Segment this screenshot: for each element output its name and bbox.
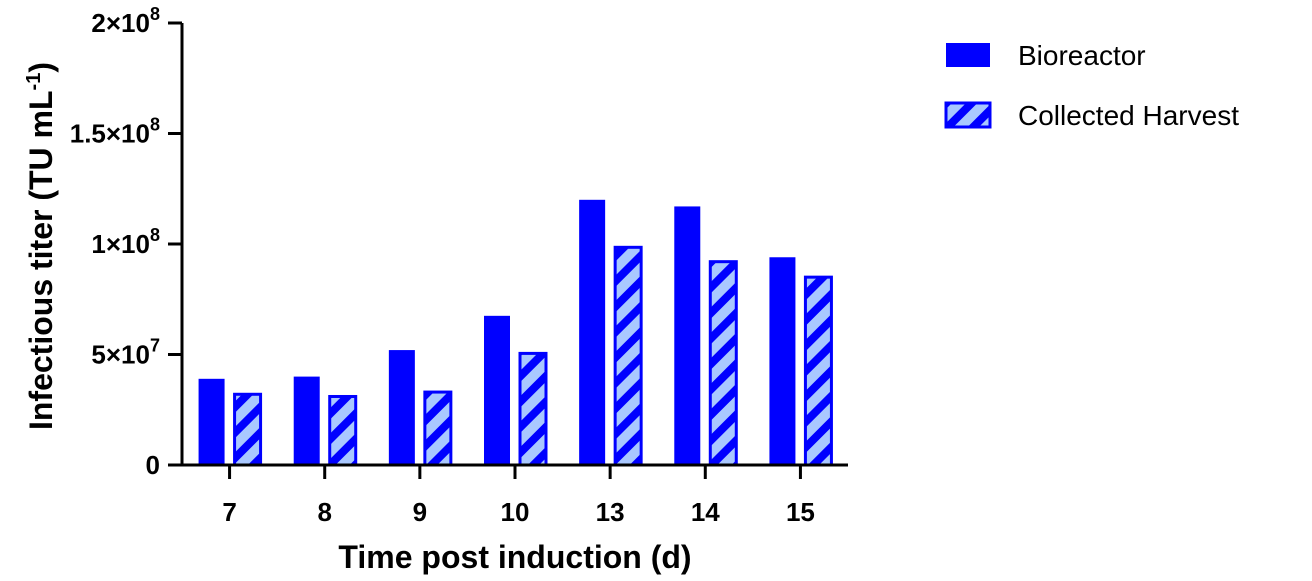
legend-label-collected-harvest: Collected Harvest: [1018, 100, 1239, 131]
legend-swatch-collected-harvest: [944, 101, 992, 129]
bar-bioreactor-7: [198, 378, 225, 465]
y-tick-label: 5×107: [91, 336, 160, 370]
y-tick-label: 2×108: [91, 4, 160, 38]
bar-collected-harvest-13: [613, 245, 643, 467]
bars-group: [198, 199, 833, 467]
x-axis-title: Time post induction (d): [338, 539, 691, 575]
bar-collected-harvest-15: [803, 275, 833, 467]
legend: Bioreactor Collected Harvest: [944, 40, 1239, 131]
bar-collected-harvest-10: [518, 351, 548, 467]
bar-collected-harvest-14: [708, 260, 738, 467]
ticks-group: 0 5×107 1×108 1.5×108 2×108 7 8 9 10 13 14 15: [70, 4, 815, 527]
y-tick-label: 0: [146, 450, 160, 480]
x-tick-label-8: 8: [317, 497, 331, 527]
x-tick-label-13: 13: [596, 497, 625, 527]
bar-bioreactor-9: [388, 350, 415, 465]
bar-bioreactor-15: [769, 257, 796, 465]
bar-bioreactor-10: [484, 315, 510, 465]
bar-bioreactor-8: [293, 376, 320, 465]
bar-collected-harvest-7: [233, 392, 263, 467]
x-tick-label-15: 15: [786, 497, 815, 527]
bar-bioreactor-13: [579, 199, 606, 466]
x-tick-label-10: 10: [501, 497, 530, 527]
bar-collected-harvest-8: [328, 394, 358, 467]
x-tick-label-14: 14: [691, 497, 720, 527]
bar-bioreactor-14: [674, 206, 701, 465]
y-tick-label: 1×108: [91, 225, 160, 259]
x-tick-label-9: 9: [413, 497, 427, 527]
legend-swatch-bioreactor: [946, 43, 990, 67]
y-tick-label: 1.5×108: [70, 115, 160, 149]
x-tick-label-7: 7: [222, 497, 236, 527]
y-axis-title: Infectious titer (TU mL-1): [23, 62, 59, 430]
legend-label-bioreactor: Bioreactor: [1018, 40, 1146, 71]
bar-collected-harvest-9: [423, 390, 453, 467]
